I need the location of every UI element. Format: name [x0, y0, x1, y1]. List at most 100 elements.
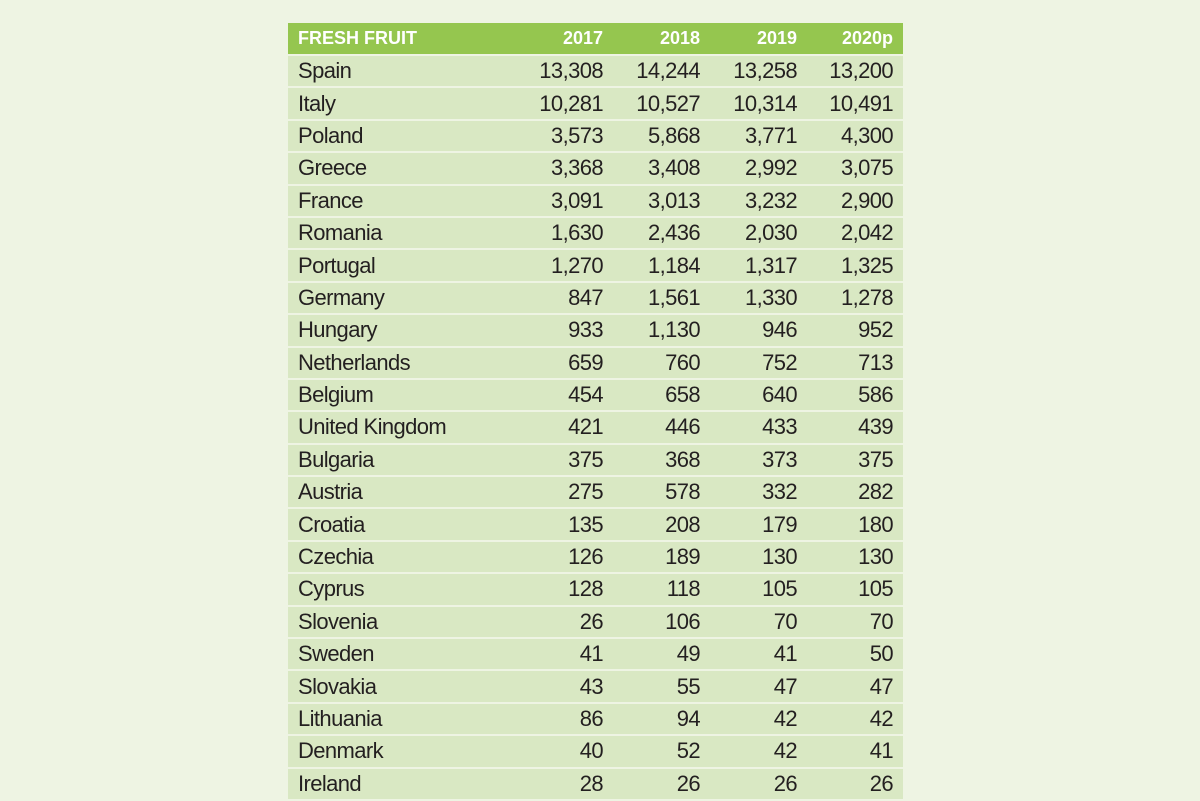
country-cell: Bulgaria: [298, 446, 375, 472]
value-2018: 52: [676, 738, 701, 764]
value-2018: 118: [666, 576, 701, 602]
value-2019: 946: [762, 317, 798, 343]
value-2019: 42: [773, 706, 798, 731]
table-body: Spain 13,308 14,244 13,258 13,200 Italy 10,281…: [288, 56, 903, 799]
value-2018: 1,130: [647, 317, 701, 343]
value-2020p: 50: [869, 641, 894, 667]
value-2017: 26: [579, 608, 604, 634]
table-row: Portugal 1,270 1,184 1,317 1,325: [288, 250, 903, 281]
value-2020p: 586: [858, 382, 894, 408]
value-2017: 275: [568, 479, 604, 505]
value-2017: 13,308: [539, 58, 603, 84]
value-2020p: 10,491: [829, 90, 893, 116]
value-2017: 1,630: [550, 220, 604, 246]
country-cell: Croatia: [298, 511, 365, 537]
table-row: Greece 3,368 3,408 2,992 3,075: [288, 153, 903, 184]
value-2018: 49: [676, 641, 701, 667]
value-2018: 3,013: [647, 187, 701, 213]
value-2018: 658: [665, 382, 701, 408]
table-row: Hungary 933 1,130 946 952: [288, 315, 903, 346]
value-2019: 1,317: [744, 252, 798, 278]
table-row: Netherlands 659 760 752 713: [288, 347, 903, 378]
value-2018: 106: [665, 608, 701, 634]
value-2018: 1,184: [647, 252, 701, 278]
country-cell: Hungary: [298, 317, 378, 343]
value-2018: 446: [665, 414, 701, 440]
value-2020p: 130: [858, 544, 894, 570]
table-row: Czechia 126 189 130 130: [288, 541, 903, 573]
value-2018: 208: [665, 511, 701, 537]
table-row: Lithuania 86 94 42 42: [288, 703, 903, 735]
value-2017: 10,281: [539, 90, 603, 116]
value-2020p: 42: [869, 706, 894, 731]
table-row: Ireland 28 26 26 26: [288, 768, 903, 799]
value-2018: 5,868: [647, 122, 701, 148]
value-2018: 189: [665, 544, 701, 570]
value-2019: 640: [762, 382, 798, 408]
value-2017: 135: [568, 511, 604, 537]
value-2017: 86: [579, 706, 604, 731]
table-row: Italy 10,281 10,527 10,314 10,491: [288, 88, 903, 119]
value-2020p: 41: [869, 738, 894, 764]
table-row: Cyprus 128 118 105 105: [288, 574, 903, 605]
value-2018: 26: [676, 770, 701, 796]
country-cell: Greece: [298, 155, 367, 181]
value-2018: 368: [665, 446, 701, 472]
value-2019: 3,771: [744, 122, 798, 148]
table-row: Poland 3,573 5,868 3,771 4,300: [288, 120, 903, 152]
value-2020p: 2,042: [840, 220, 894, 246]
value-2018: 14,244: [636, 58, 700, 84]
value-2019: 70: [773, 608, 798, 634]
country-cell: Sweden: [298, 641, 375, 667]
country-cell: Denmark: [298, 738, 384, 764]
value-2018: 94: [676, 706, 701, 731]
country-cell: Austria: [298, 479, 363, 505]
header-2020p: 2020p: [841, 28, 893, 48]
value-2018: 55: [676, 673, 701, 699]
value-2020p: 105: [858, 576, 894, 602]
value-2020p: 1,278: [840, 284, 894, 310]
value-2019: 47: [773, 673, 798, 699]
country-cell: Netherlands: [298, 349, 411, 375]
value-2019: 42: [773, 738, 798, 764]
country-cell: Cyprus: [298, 576, 365, 602]
country-cell: Romania: [298, 220, 382, 246]
table-header: FRESH FRUIT 2017 2018 2019 2020p: [288, 23, 903, 54]
value-2020p: 952: [858, 317, 894, 343]
value-2020p: 180: [858, 511, 894, 537]
value-2017: 41: [579, 641, 604, 667]
table-row: France 3,091 3,013 3,232 2,900: [288, 185, 903, 216]
value-2017: 3,368: [550, 155, 604, 181]
value-2019: 179: [762, 511, 798, 537]
value-2017: 40: [579, 738, 604, 764]
header-2017: 2017: [562, 28, 603, 48]
table-row: Slovakia 43 55 47 47: [288, 671, 903, 702]
value-2017: 933: [568, 317, 604, 343]
value-2017: 421: [568, 414, 604, 440]
value-2017: 128: [568, 576, 604, 602]
value-2020p: 1,325: [840, 252, 894, 278]
value-2018: 10,527: [636, 90, 700, 116]
value-2020p: 4,300: [840, 122, 894, 148]
value-2019: 41: [773, 641, 798, 667]
table-row: Belgium 454 658 640 586: [288, 379, 903, 411]
value-2018: 1,561: [647, 284, 701, 310]
country-cell: Belgium: [298, 382, 374, 408]
value-2019: 13,258: [733, 58, 797, 84]
value-2017: 847: [568, 284, 604, 310]
value-2019: 2,030: [744, 220, 798, 246]
table-row: Slovenia 26 106 70 70: [288, 606, 903, 638]
table-row: Denmark 40 52 42 41: [288, 736, 903, 767]
value-2020p: 375: [858, 446, 894, 472]
table-row: Austria 275 578 332 282: [288, 477, 903, 508]
fresh-fruit-table: FRESH FRUIT 2017 2018 2019 2020p Spain 13…: [288, 23, 903, 801]
country-cell: Poland: [298, 122, 364, 148]
value-2020p: 439: [858, 414, 894, 440]
value-2017: 1,270: [550, 252, 604, 278]
value-2020p: 282: [858, 479, 894, 505]
country-cell: Slovenia: [298, 608, 378, 634]
country-cell: Spain: [298, 58, 352, 84]
table-row: United Kingdom 421 446 433 439: [288, 412, 903, 443]
value-2018: 578: [665, 479, 701, 505]
value-2018: 760: [665, 349, 701, 375]
